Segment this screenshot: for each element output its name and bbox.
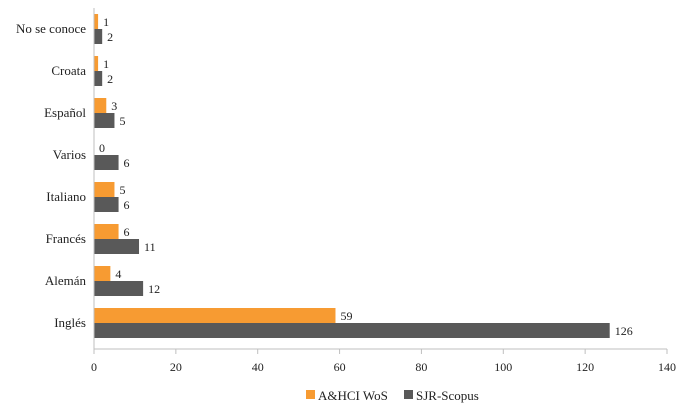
bar-ahci-wos: [94, 182, 115, 197]
category-label: Francés: [46, 231, 86, 246]
data-label: 1: [103, 15, 109, 29]
data-label: 59: [340, 309, 352, 323]
bar-sjr-scopus: [94, 113, 115, 128]
x-tick-label: 100: [494, 360, 512, 374]
data-label: 12: [148, 282, 160, 296]
bar-sjr-scopus: [94, 323, 610, 338]
category-label: Alemán: [45, 273, 87, 288]
x-tick-label: 80: [415, 360, 427, 374]
bar-ahci-wos: [94, 98, 107, 113]
data-label: 3: [111, 99, 117, 113]
x-tick-label: 40: [252, 360, 264, 374]
legend-swatch: [306, 390, 315, 399]
x-tick-label: 140: [658, 360, 676, 374]
legend: A&HCI WoS SJR-Scopus: [306, 388, 479, 403]
x-tick-label: 120: [576, 360, 594, 374]
x-tick-label: 60: [334, 360, 346, 374]
legend-swatch: [404, 390, 413, 399]
bar-ahci-wos: [94, 56, 99, 71]
bar-sjr-scopus: [94, 29, 103, 44]
category-label: Inglés: [54, 315, 86, 330]
data-label: 6: [124, 156, 130, 170]
bar-sjr-scopus: [94, 281, 144, 296]
data-label: 5: [119, 114, 125, 128]
bar-ahci-wos: [94, 224, 119, 239]
category-label: Varios: [53, 147, 86, 162]
bar-ahci-wos: [94, 308, 336, 323]
data-label: 126: [615, 324, 633, 338]
data-label: 2: [107, 72, 113, 86]
legend-label: SJR-Scopus: [416, 388, 479, 403]
category-label: Español: [44, 105, 86, 120]
bar-sjr-scopus: [94, 71, 103, 86]
data-label: 6: [124, 198, 130, 212]
axes: 0 20 40 60 80 100 120 140: [91, 8, 676, 374]
bar-ahci-wos: [94, 266, 111, 281]
legend-label: A&HCI WoS: [318, 388, 388, 403]
data-label: 11: [144, 240, 156, 254]
data-label: 1: [103, 57, 109, 71]
data-label: 0: [99, 141, 105, 155]
data-label: 4: [115, 267, 121, 281]
category-labels: No se conoce Croata Español Varios Italiano F…: [16, 21, 87, 330]
bar-sjr-scopus: [94, 197, 119, 212]
category-label: Italiano: [46, 189, 86, 204]
bar-ahci-wos: [94, 14, 99, 29]
data-label: 2: [107, 30, 113, 44]
category-label: No se conoce: [16, 21, 86, 36]
data-label: 5: [119, 183, 125, 197]
x-tick-label: 20: [170, 360, 182, 374]
category-label: Croata: [51, 63, 86, 78]
bar-sjr-scopus: [94, 155, 119, 170]
x-tick-label: 0: [91, 360, 97, 374]
bar-sjr-scopus: [94, 239, 140, 254]
data-label: 6: [124, 225, 130, 239]
